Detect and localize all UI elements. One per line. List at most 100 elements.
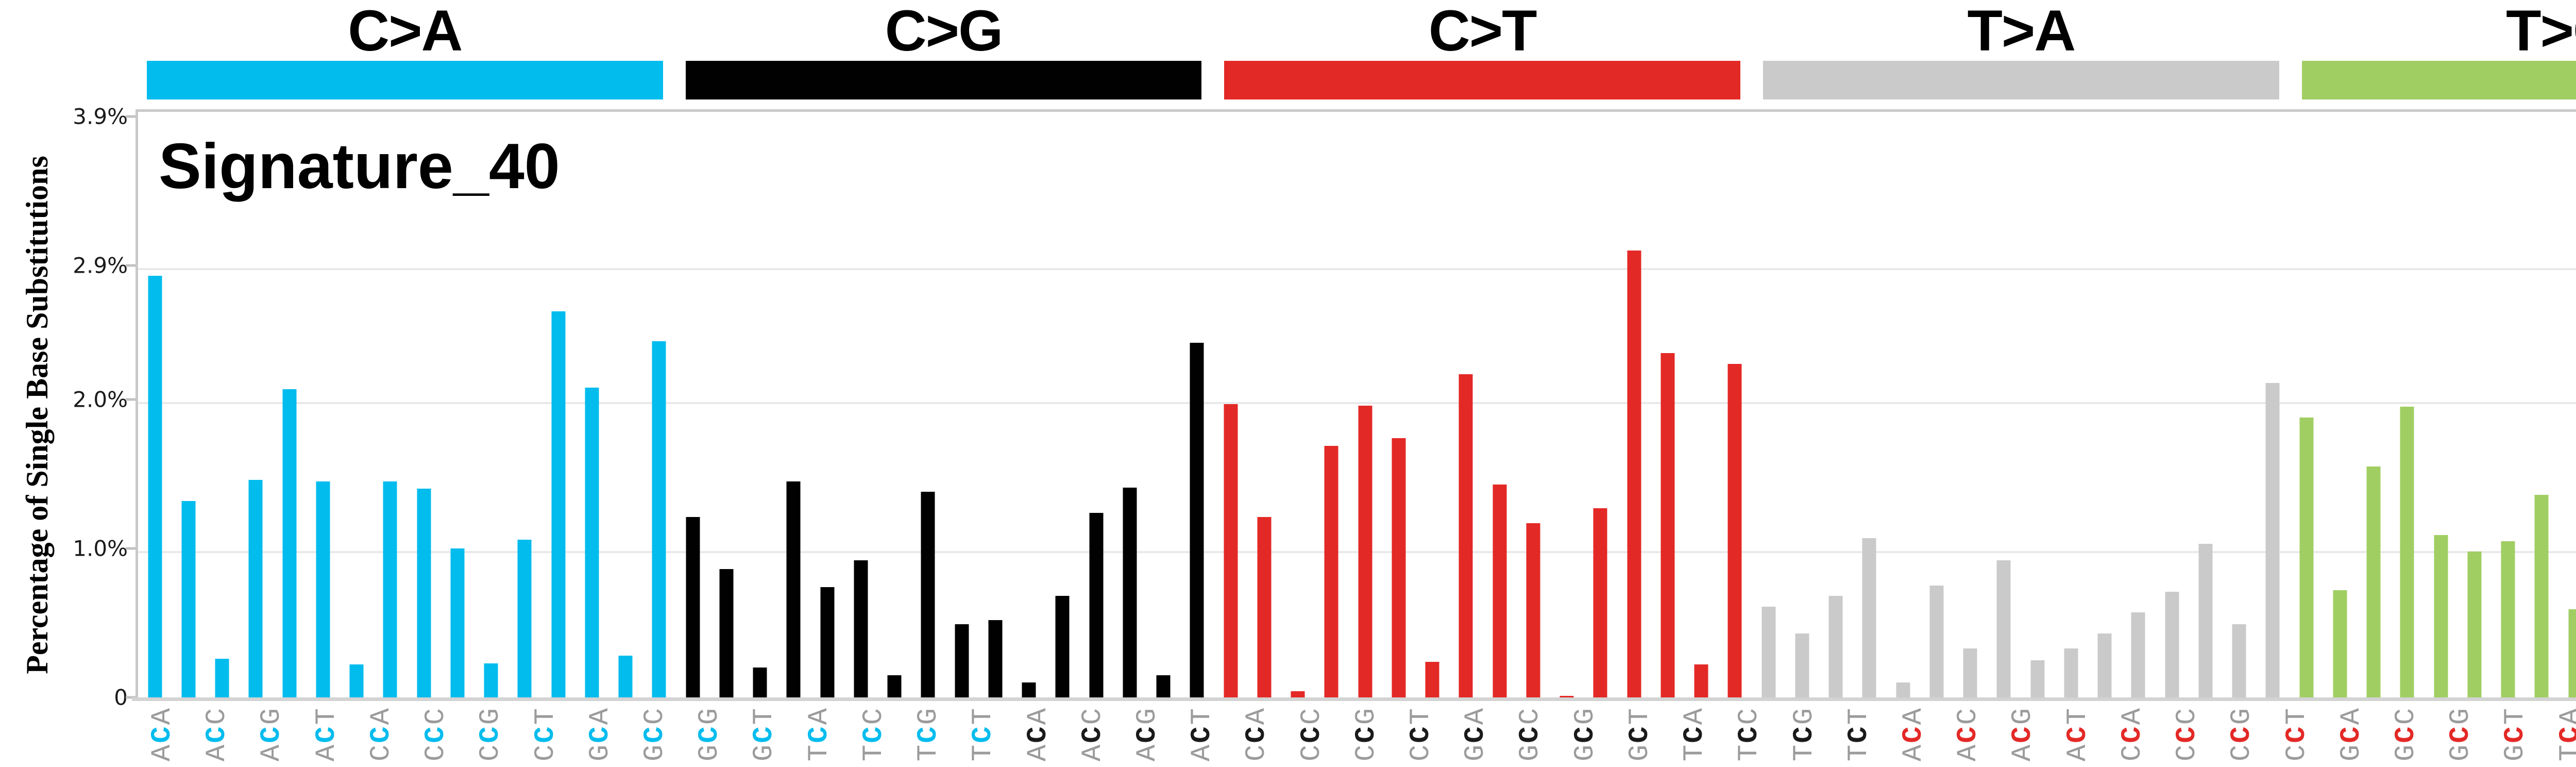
- x-tick-label: CCC: [420, 707, 452, 761]
- bar-slot: [1483, 112, 1516, 697]
- bar-T>C-CTT: [2534, 495, 2549, 697]
- x-label-slot: CCT: [1394, 702, 1449, 766]
- bar-T>A-ATT: [1862, 538, 1876, 697]
- context-letter: C: [1241, 743, 1273, 762]
- bar-group: [1214, 112, 1752, 697]
- x-tick-label: CCT: [530, 707, 562, 761]
- bar-T>A-GTC: [2064, 648, 2078, 697]
- bar-slot: [2558, 112, 2576, 697]
- substitution-type-label: T>C: [2506, 0, 2576, 63]
- x-label-slot: CCA: [2106, 702, 2160, 766]
- x-label-group: ACAACCACGACTCCACCCCCGCCTGCAGCCGCGGCTTCAT…: [1887, 702, 2576, 766]
- context-letter: G: [475, 706, 507, 725]
- bar-slot: [2458, 112, 2491, 697]
- bar-slot: [911, 112, 945, 697]
- mutated-base-letter: C: [1405, 725, 1437, 743]
- bar-slot: [878, 112, 911, 697]
- substitution-type-label: C>G: [885, 0, 1003, 63]
- x-tick-label: GCG: [694, 707, 725, 761]
- x-label-slot: ACC: [1941, 702, 1996, 766]
- x-label-slot: ACA: [1011, 702, 1066, 766]
- bar-slot: [1651, 112, 1684, 697]
- x-label-slot: GCG: [1558, 702, 1613, 766]
- mutated-base-letter: C: [530, 725, 562, 743]
- bar-slot: [575, 112, 608, 697]
- bar-C>G-ACT: [786, 481, 801, 697]
- bar-slot: [1348, 112, 1382, 697]
- context-letter: C: [639, 706, 671, 725]
- bar-T>A-TTT: [2265, 383, 2280, 697]
- x-tick-label: GCC: [639, 706, 671, 761]
- context-letter: C: [201, 706, 233, 725]
- bar-slot: [1920, 112, 1953, 697]
- mutated-base-letter: C: [2555, 725, 2576, 743]
- bar-T>A-TTC: [2198, 544, 2213, 697]
- y-tick-mark: [126, 115, 135, 118]
- bar-C>T-TCA: [1627, 251, 1641, 697]
- context-letter: A: [1022, 743, 1054, 762]
- mutated-base-letter: C: [803, 725, 835, 743]
- x-label-slot: ACT: [300, 702, 354, 766]
- context-letter: G: [2445, 706, 2477, 725]
- x-tick-label: TCG: [913, 707, 944, 761]
- bar-C>A-TCT: [652, 341, 666, 697]
- x-label-slot: ACG: [1996, 702, 2050, 766]
- context-letter: G: [256, 706, 288, 725]
- bar-C>T-CCG: [1425, 662, 1439, 697]
- mutated-base-letter: C: [2281, 725, 2313, 743]
- bar-slot: [2189, 112, 2222, 697]
- context-letter: G: [749, 743, 781, 762]
- context-letter: A: [1460, 706, 1492, 725]
- x-tick-label: CCA: [2117, 707, 2148, 761]
- bar-slot: [1046, 112, 1079, 697]
- context-letter: T: [2500, 706, 2532, 725]
- bar-slot: [1516, 112, 1550, 697]
- substitution-type-color-bar: [1763, 61, 2279, 99]
- x-tick-label: GCC: [2391, 707, 2422, 761]
- x-label-slot: ACC: [190, 702, 245, 766]
- bar-C>A-GCT: [517, 540, 532, 697]
- x-tick-label: ACC: [201, 706, 233, 761]
- context-letter: G: [1460, 743, 1492, 762]
- x-label-slot: TCT: [956, 702, 1011, 766]
- mutated-base-letter: C: [1132, 725, 1164, 743]
- context-letter: A: [1132, 743, 1164, 762]
- x-label-slot: CCC: [409, 702, 464, 766]
- context-letter: A: [1241, 706, 1273, 725]
- bar-C>A-ACG: [215, 659, 229, 697]
- bar-C>T-GCA: [1493, 485, 1507, 697]
- x-tick-label: TCA: [1679, 707, 1710, 761]
- bar-T>A-CTG: [1963, 648, 1977, 697]
- mutated-base-letter: C: [2226, 725, 2258, 743]
- x-tick-label: CCG: [2226, 707, 2258, 761]
- bar-slot: [1819, 112, 1853, 697]
- context-letter: A: [2555, 707, 2576, 725]
- context-letter: A: [1022, 706, 1054, 725]
- x-label-slot: TCT: [1832, 702, 1887, 766]
- context-letter: T: [1843, 706, 1875, 725]
- x-tick-label: GCG: [1570, 707, 1601, 761]
- mutated-base-letter: C: [1953, 725, 1985, 743]
- x-tick-label: ACG: [256, 706, 288, 761]
- bar-C>A-ACT: [248, 480, 263, 697]
- x-label-slot: CCG: [464, 702, 518, 766]
- bar-group: [2290, 112, 2576, 697]
- bar-C>T-GCT: [1593, 508, 1607, 697]
- x-label-slot: TCG: [1777, 702, 1832, 766]
- bar-slot: [2391, 112, 2424, 697]
- context-letter: T: [1843, 743, 1875, 762]
- x-label-slot: ACA: [1887, 702, 1941, 766]
- y-tick-label: 2.9%: [73, 253, 128, 278]
- context-letter: C: [1296, 743, 1328, 762]
- bar-slot: [1785, 112, 1819, 697]
- x-label-slot: ACT: [2051, 702, 2106, 766]
- x-tick-label: GCA: [2336, 707, 2367, 761]
- bar-C>T-TCC: [1660, 353, 1675, 697]
- context-letter: A: [2062, 743, 2094, 762]
- x-tick-label: ACA: [1022, 706, 1054, 762]
- x-label-slot: GCT: [1613, 702, 1668, 766]
- context-letter: A: [1077, 743, 1109, 762]
- context-letter: T: [2555, 743, 2576, 761]
- y-tick-mark: [126, 547, 135, 550]
